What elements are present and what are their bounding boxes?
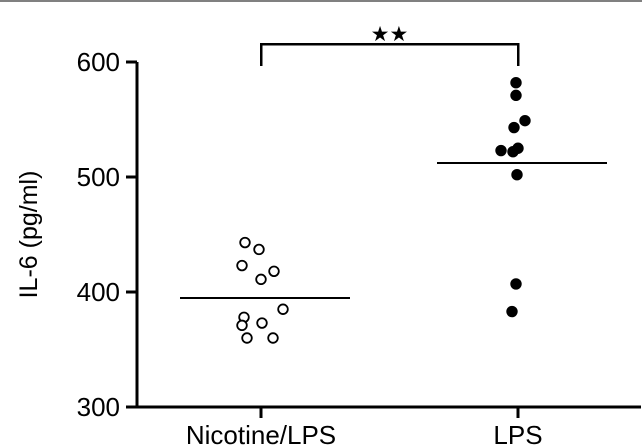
x-axis-ticks: Nicotine/LPS LPS	[186, 407, 543, 447]
x-category-label: Nicotine/LPS	[186, 420, 336, 447]
open-circle-point	[268, 265, 280, 278]
open-circle-point	[253, 243, 265, 256]
open-circle-point	[277, 303, 289, 315]
y-tick-label: 300	[77, 392, 120, 422]
significance-bracket	[259, 42, 520, 66]
open-circle-point	[241, 332, 253, 344]
open-circle-point	[267, 332, 279, 344]
open-circle-point	[236, 259, 248, 272]
y-tick-label: 400	[77, 277, 120, 307]
axes	[135, 62, 641, 409]
filled-circle-point	[495, 144, 507, 157]
y-tick-label: 500	[77, 162, 120, 192]
mean-lines	[180, 162, 607, 299]
filled-circle-point	[506, 305, 518, 318]
open-circle-point	[255, 273, 267, 286]
filled-circle-point	[511, 169, 523, 181]
open-circle-point	[256, 317, 268, 329]
filled-circle-point	[507, 146, 519, 158]
filled-circle-point	[508, 121, 520, 134]
open-circle-point	[236, 319, 248, 332]
significance-annotation: ★★	[259, 23, 520, 66]
y-tick-label: 600	[77, 47, 120, 77]
data-points	[236, 77, 531, 344]
filled-circle-point	[519, 114, 531, 127]
x-category-label: LPS	[493, 420, 542, 447]
y-axis-label: IL-6 (pg/ml)	[15, 171, 43, 299]
filled-circle-point	[510, 278, 522, 290]
open-circle-point	[239, 236, 251, 249]
significance-stars: ★★	[371, 23, 409, 46]
filled-circle-point	[510, 89, 522, 102]
filled-circle-point	[510, 77, 522, 89]
y-axis-ticks: 300 400 500 600	[77, 47, 137, 422]
